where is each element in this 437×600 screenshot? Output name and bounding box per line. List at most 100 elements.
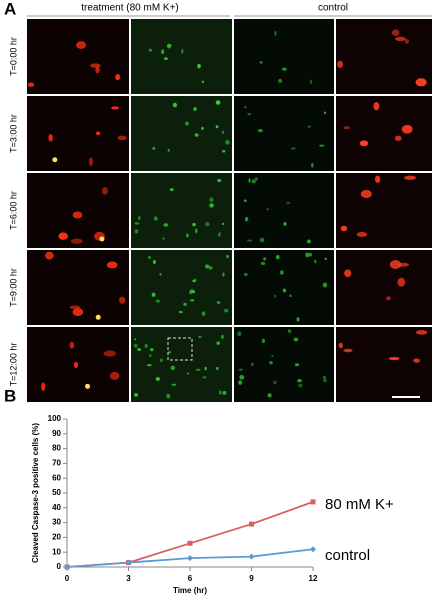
cell-spot — [404, 175, 417, 180]
cell-spot — [289, 294, 292, 298]
cell-spot — [153, 216, 158, 221]
cell-spot — [294, 363, 300, 367]
cell-spot — [263, 257, 267, 261]
y-tick-label: 80 — [52, 444, 61, 453]
cell-spot — [282, 288, 287, 293]
cell-spot — [117, 135, 127, 141]
cell-spot — [147, 255, 152, 260]
cell-spot — [250, 362, 254, 367]
y-tick-label: 60 — [52, 473, 61, 482]
cell-spot — [216, 366, 219, 371]
cell-spot — [323, 378, 327, 383]
cell-spot — [306, 239, 311, 244]
cell-spot — [360, 189, 372, 199]
x-tick-label: 9 — [249, 574, 254, 583]
cell-spot — [209, 197, 214, 202]
cell-spot — [243, 199, 247, 203]
cell-spot — [389, 260, 402, 270]
cell-spot — [225, 139, 230, 145]
cell-spot — [166, 43, 171, 49]
micrograph — [234, 250, 334, 325]
cell-spot — [374, 175, 381, 183]
line-chart: 0 10 20 30 40 50 60 70 80 90 100 0 3 6 9 12 Time (hr) Cle… — [31, 414, 394, 595]
cell-spot — [148, 48, 152, 52]
y-tick-label: 70 — [52, 459, 61, 468]
micrograph — [234, 327, 334, 402]
cell-spot — [170, 365, 176, 371]
cell-spot — [413, 358, 420, 363]
cell-spot — [73, 361, 79, 369]
marker — [310, 499, 316, 505]
cell-spot — [280, 270, 284, 275]
cell-spot — [137, 216, 141, 220]
micrograph — [336, 250, 432, 325]
cell-spot — [103, 350, 116, 357]
cell-spot — [224, 308, 229, 313]
cell-spot — [215, 100, 221, 105]
cell-spot — [171, 383, 177, 386]
cell-spot — [155, 299, 160, 303]
micrograph — [234, 173, 334, 248]
cell-spot — [243, 272, 248, 277]
cell-spot — [190, 299, 195, 302]
micrograph — [336, 173, 432, 248]
cell-spot — [201, 80, 204, 84]
series-label: 80 mM K+ — [325, 496, 394, 513]
cell-spot — [197, 63, 201, 69]
cell-spot — [319, 144, 325, 147]
y-tick-label: 50 — [52, 488, 61, 497]
cell-spot — [237, 331, 242, 337]
cell-spot — [72, 211, 83, 219]
cell-spot — [95, 131, 101, 136]
cell-spot — [70, 238, 83, 244]
x-tick-label: 0 — [65, 574, 70, 583]
cell-spot — [167, 351, 171, 354]
cell-spot — [397, 277, 406, 287]
cell-spot — [269, 360, 273, 365]
cell-spot — [322, 282, 328, 288]
cell-spot — [394, 135, 402, 142]
cell-spot — [337, 60, 344, 69]
cell-spot — [286, 201, 290, 205]
cell-spot — [373, 101, 380, 111]
micrograph — [131, 19, 232, 94]
cell-spot — [397, 262, 410, 267]
cell-spot — [155, 376, 160, 381]
cell-spot — [344, 269, 352, 278]
micrograph — [234, 96, 334, 171]
cell-spot — [205, 222, 210, 226]
y-tick-label: 0 — [57, 562, 62, 571]
cell-spot — [133, 338, 137, 341]
micrograph — [234, 19, 334, 94]
micrograph — [131, 96, 232, 171]
cell-spot — [186, 372, 190, 375]
cell-spot — [293, 337, 299, 342]
bright-spot — [85, 383, 91, 389]
cell-spot — [309, 79, 313, 85]
panel-label: B — [4, 386, 16, 405]
cell-spot — [188, 290, 193, 295]
cell-spot — [266, 208, 270, 211]
marker — [248, 553, 255, 560]
cell-spot — [201, 126, 204, 130]
cell-spot — [313, 259, 317, 264]
cell-spot — [394, 36, 407, 42]
cell-spot — [45, 251, 54, 260]
cell-spot — [290, 147, 296, 150]
cell-spot — [221, 334, 224, 339]
micrograph — [131, 250, 232, 325]
cell-spot — [356, 232, 368, 237]
cell-spot — [137, 348, 142, 351]
cell-spot — [278, 78, 283, 83]
cell-spot — [134, 229, 139, 234]
micrograph — [27, 19, 129, 94]
cell-spot — [323, 375, 326, 379]
cell-spot — [401, 124, 413, 134]
cell-spot — [183, 302, 187, 306]
cell-spot — [76, 41, 87, 49]
cell-spot — [244, 216, 249, 222]
micrograph — [131, 327, 232, 402]
y-tick-label: 90 — [52, 429, 61, 438]
cell-spot — [209, 203, 214, 208]
cell-spot — [251, 179, 256, 184]
